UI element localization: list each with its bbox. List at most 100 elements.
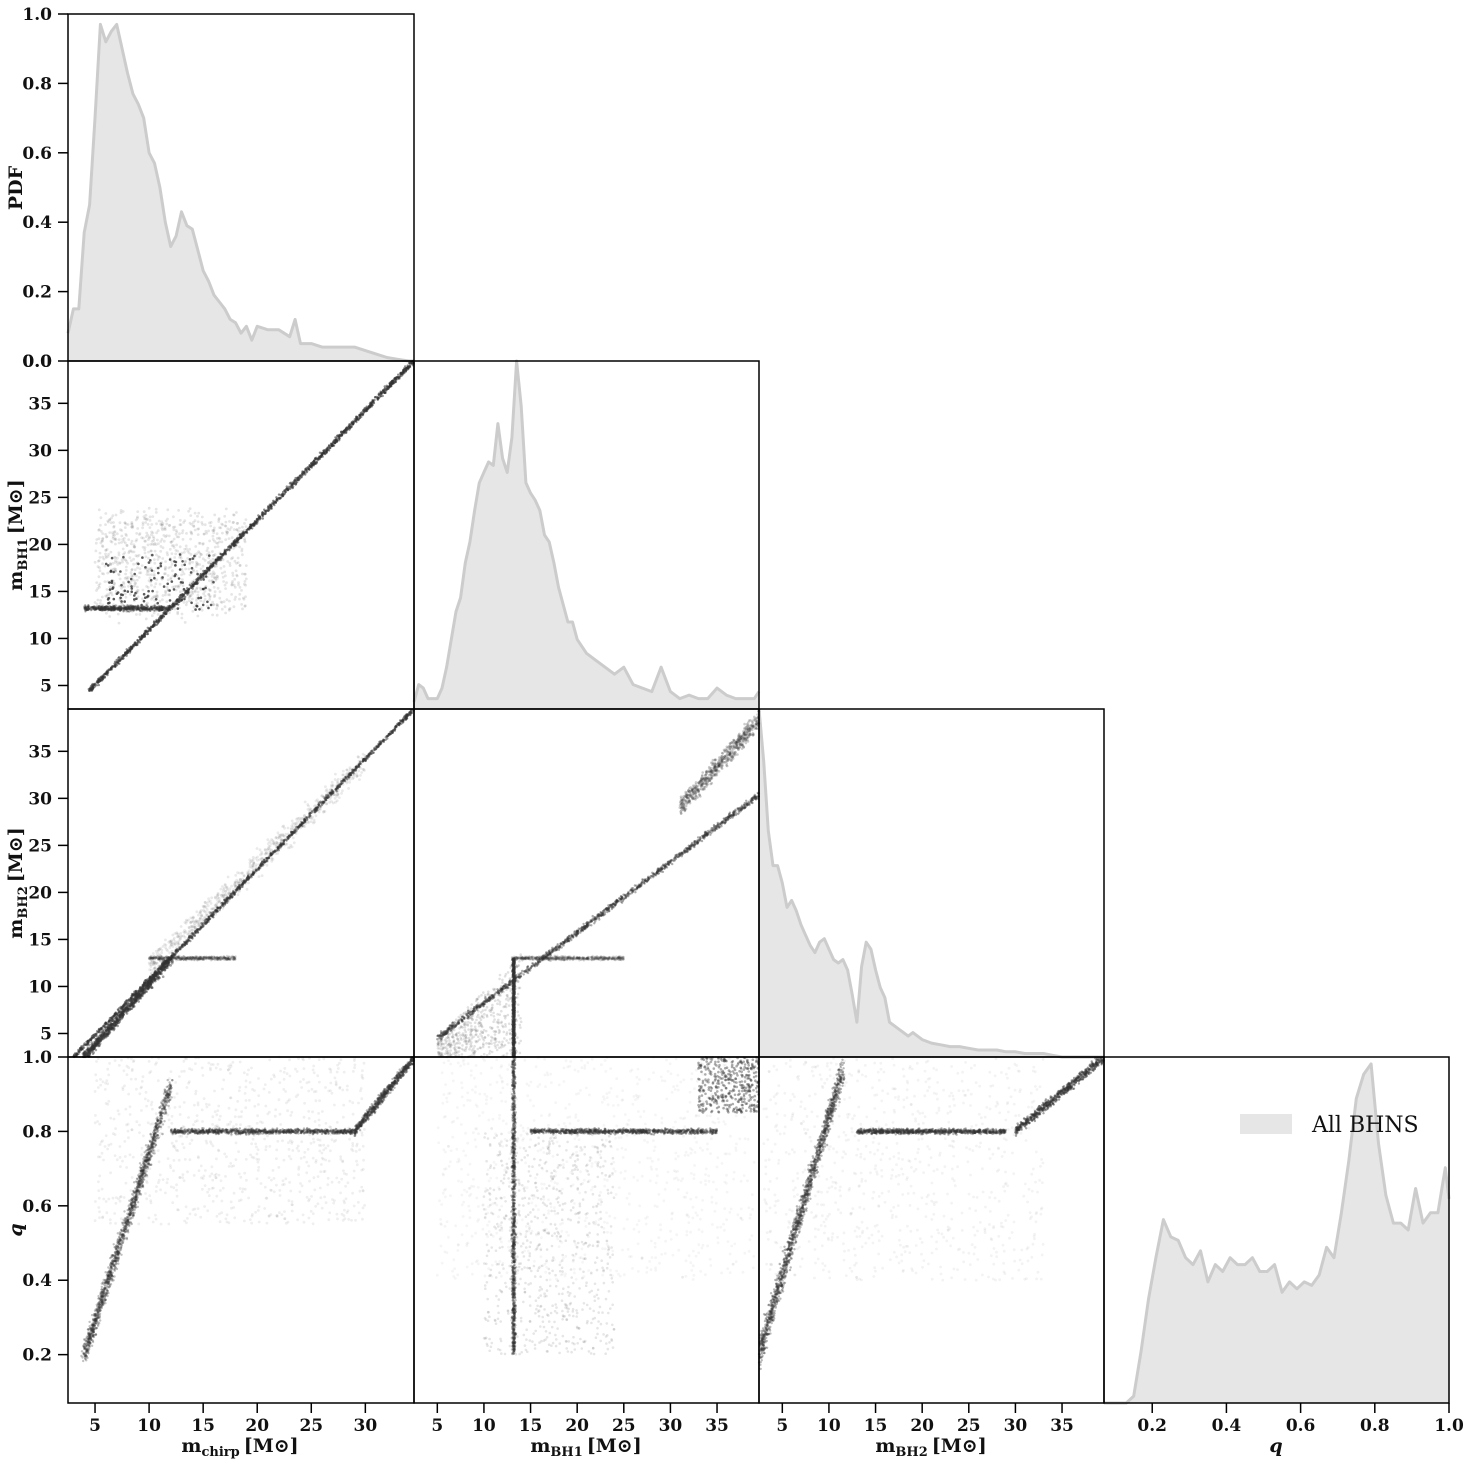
mbh1-vs-mchirp-point: [232, 528, 236, 531]
mbh1-vs-mchirp-point: [181, 531, 184, 535]
mbh1-vs-mchirp-point: [133, 598, 136, 601]
mbh1-vs-mchirp-point: [223, 570, 227, 574]
mbh1-vs-mchirp-point: [108, 588, 112, 591]
mbh2-vs-mchirp-point: [368, 751, 372, 755]
mbh1-vs-mchirp-point: [280, 494, 284, 497]
mbh1-vs-mchirp-point: [105, 535, 108, 539]
mbh1-vs-mchirp-point: [212, 580, 215, 584]
mbh1-vs-mchirp-point: [164, 593, 167, 597]
mbh1-vs-mchirp-point: [102, 557, 106, 561]
mbh1-vs-mchirp-point: [168, 589, 171, 592]
mbh1-vs-mchirp-point: [233, 598, 237, 601]
mbh1-vs-mchirp-point: [236, 556, 240, 560]
mbh1-vs-mchirp-point: [98, 569, 102, 573]
mbh1-vs-mchirp-point: [117, 541, 121, 545]
mbh1-vs-mchirp-point: [94, 541, 98, 545]
mbh1-vs-mchirp-point: [205, 549, 209, 552]
mbh1-vs-mchirp-point: [84, 605, 87, 608]
mbh1-vs-mchirp-point: [198, 608, 201, 611]
mbh1-vs-mchirp-point: [203, 598, 207, 601]
mbh1-vs-mchirp-point: [158, 582, 162, 586]
mbh1-vs-mchirp-point: [148, 515, 152, 519]
mbh1-vs-mchirp-point: [231, 580, 235, 583]
mbh1-vs-mchirp-point: [96, 681, 99, 684]
mbh1-vs-mchirp-point: [120, 534, 124, 538]
mbh1-vs-mchirp-point: [112, 525, 116, 529]
mbh1-vs-mchirp-point: [166, 517, 169, 521]
mbh1-vs-mchirp-point: [97, 508, 101, 512]
mbh1-vs-mchirp-point: [220, 557, 224, 561]
mbh1-vs-mchirp-point: [123, 551, 127, 555]
mbh1-vs-mchirp-point: [323, 450, 326, 453]
mbh1-vs-mchirp-point: [101, 537, 105, 540]
mbh1-vs-mchirp-point: [220, 607, 224, 611]
mbh1-vs-mchirp-point: [163, 527, 166, 531]
mbh1-vs-mchirp-point: [149, 578, 153, 582]
mbh1-vs-mchirp-point: [160, 520, 164, 524]
mbh1-vs-mchirp-point: [126, 585, 130, 588]
mbh2-vs-mchirp-point: [382, 738, 385, 741]
mbh1-vs-mchirp-point: [121, 655, 125, 659]
mbh1-vs-mchirp-point: [144, 631, 147, 634]
mbh1-vs-mchirp-point: [237, 581, 240, 585]
mbh1-vs-mchirp-point: [115, 604, 119, 608]
mbh1-vs-mchirp-point: [179, 556, 183, 560]
mbh1-vs-mchirp-point: [127, 538, 131, 541]
mbh1-vs-mchirp-point: [124, 595, 128, 599]
mbh1-vs-mchirp-point: [94, 549, 98, 553]
mbh1-vs-mchirp-point: [174, 573, 177, 576]
mbh1-vs-mchirp-point: [117, 551, 121, 555]
mbh1-vs-mchirp-point: [133, 579, 137, 583]
mbh1-vs-mchirp-point: [243, 580, 247, 583]
mbh1-vs-mchirp-point: [136, 604, 140, 608]
mbh1-vs-mchirp-point: [164, 610, 167, 613]
mbh1-vs-mchirp-point: [89, 685, 93, 688]
mbh1-vs-mchirp-point: [156, 529, 160, 533]
mbh1-vs-mchirp-point: [119, 509, 123, 512]
mbh1-vs-mchirp-point: [147, 589, 150, 593]
mbh1-vs-mchirp-point: [345, 426, 348, 430]
mbh1-vs-mchirp-point: [254, 523, 257, 526]
mbh1-vs-mchirp-point: [129, 525, 133, 529]
mbh1-vs-mchirp-point: [97, 575, 101, 579]
mbh1-vs-mchirp-point: [116, 556, 119, 560]
mbh1-vs-mchirp-point: [153, 576, 156, 580]
mbh1-vs-mchirp-point: [237, 537, 241, 540]
mbh1-vs-mchirp-point: [108, 615, 112, 618]
mbh1-vs-mchirp-point: [130, 539, 134, 543]
mbh1-vs-mchirp-point: [284, 490, 287, 494]
mbh1-vs-mchirp-point: [232, 583, 236, 587]
mbh2-vs-mchirp-point: [408, 713, 411, 716]
mbh1-vs-mchirp-point: [191, 609, 195, 613]
mbh1-vs-mchirp-point: [312, 463, 315, 466]
mbh1-vs-mchirp-point: [228, 599, 231, 603]
mbh1-vs-mchirp-point: [289, 487, 292, 490]
mbh1-vs-mchirp-point: [225, 548, 229, 552]
mbh1-vs-mchirp-point: [153, 622, 156, 626]
mbh1-vs-mchirp-point: [134, 518, 138, 522]
mbh1-vs-mchirp-point: [101, 562, 104, 566]
mbh1-vs-mchirp-point: [230, 536, 234, 539]
mbh1-vs-mchirp-point: [150, 533, 153, 537]
mbh1-vs-mchirp-point: [143, 517, 147, 521]
mbh1-vs-mchirp-point: [369, 405, 372, 408]
mbh1-vs-mchirp-point: [349, 424, 352, 427]
mbh1-vs-mchirp-point: [171, 585, 175, 589]
mbh1-vs-mchirp-point: [124, 568, 128, 572]
mbh1-vs-mchirp-point: [206, 600, 209, 604]
mbh1-vs-mchirp-point: [120, 583, 123, 587]
mbh1-vs-mchirp-point: [133, 594, 136, 597]
mbh1-vs-mchirp-point: [199, 573, 203, 576]
mbh1-vs-mchirp-point: [150, 583, 153, 587]
mbh1-vs-mchirp-point: [201, 542, 205, 545]
mbh1-vs-mchirp-point: [130, 522, 134, 526]
mbh1-vs-mchirp-point: [154, 598, 158, 601]
mbh1-vs-mchirp-point: [124, 572, 127, 576]
mbh1-vs-mchirp-point: [120, 529, 124, 532]
mbh1-vs-mchirp-point: [295, 479, 298, 482]
mbh1-vs-mchirp-point: [224, 611, 228, 615]
mbh1-vs-mchirp-point: [173, 560, 176, 563]
mbh1-vs-mchirp-point: [114, 568, 118, 571]
mbh2-pdf-fill: [759, 709, 1104, 1057]
mbh1-vs-mchirp-point: [149, 559, 152, 562]
